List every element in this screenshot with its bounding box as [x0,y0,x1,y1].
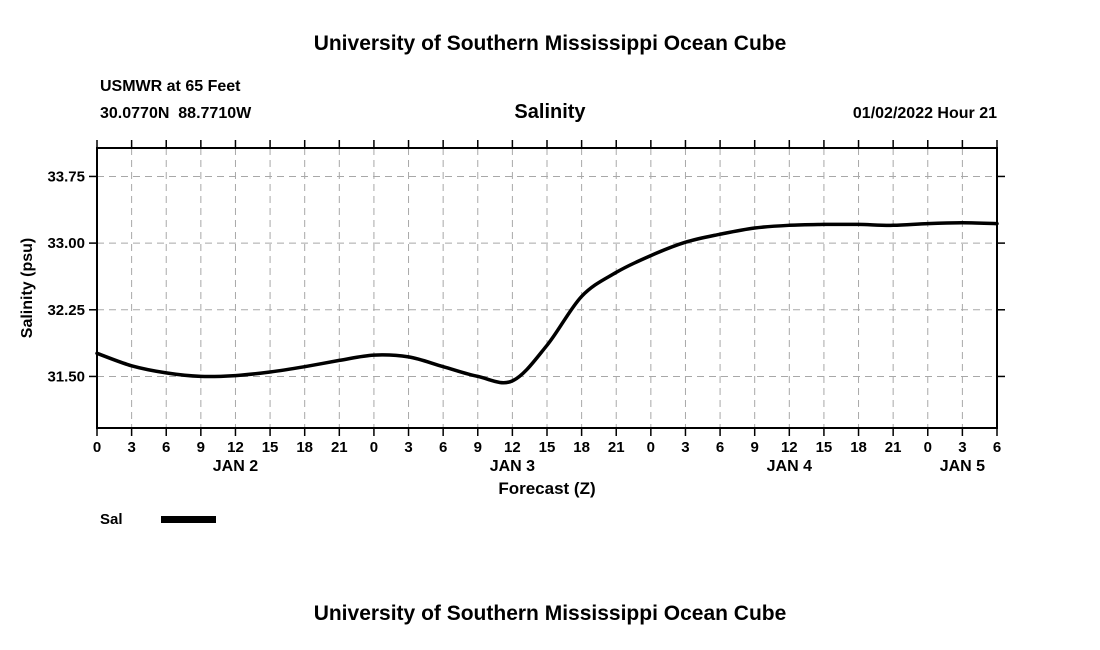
station-label: USMWR at 65 Feet [100,78,241,95]
axis-ticks [89,140,1005,436]
x-tick-label: 3 [958,439,966,456]
x-tick-label: 3 [404,439,412,456]
legend-label: Sal [100,511,123,528]
y-tick-label: 31.50 [47,368,85,385]
y-tick-label: 32.25 [47,302,85,319]
x-tick-label: 21 [608,439,625,456]
datetime-label: 01/02/2022 Hour 21 [852,105,997,122]
x-tick-label: 6 [993,439,1001,456]
x-tick-label: 0 [647,439,655,456]
bottom-title: University of Southern Mississippi Ocean… [313,602,787,625]
x-tick-label: 9 [751,439,759,456]
x-tick-label: 15 [539,439,556,456]
x-tick-label: 0 [370,439,378,456]
x-tick-label: 18 [573,439,590,456]
x-tick-label: 3 [681,439,689,456]
x-tick-label: 6 [162,439,170,456]
x-tick-label: 6 [716,439,724,456]
series-line-sal [95,220,999,385]
x-tick-label: 15 [262,439,279,456]
salinity-line-chart: 0 3 6 9 12 15 18 21 0 3 6 9 12 15 18 21 0 3 6 9 12 15 18 21 0 3 6 3… [47,140,1005,475]
x-tick-label: 9 [474,439,482,456]
day-label: JAN 5 [940,458,985,475]
day-label: JAN 3 [490,458,535,475]
y-tick-label: 33.00 [47,235,85,252]
day-label: JAN 2 [213,458,258,475]
coordinates-label: 30.0770N 88.7710W [100,105,252,122]
x-tick-label: 21 [885,439,902,456]
x-tick-label: 9 [197,439,205,456]
x-tick-label: 15 [816,439,833,456]
x-tick-label: 18 [850,439,867,456]
x-tick-label: 6 [439,439,447,456]
x-tick-label: 0 [924,439,932,456]
x-tick-label: 12 [227,439,244,456]
x-axis-label: Forecast (Z) [498,479,596,498]
gridlines [97,148,997,428]
x-tick-label: 18 [296,439,313,456]
x-tick-label: 3 [127,439,135,456]
legend-line-swatch [161,516,216,523]
y-tick-label: 33.75 [47,168,85,185]
chart-title: Salinity [514,101,586,123]
day-label: JAN 4 [767,458,812,475]
x-tick-label: 0 [93,439,101,456]
x-tick-label: 21 [331,439,348,456]
x-tick-label: 12 [504,439,521,456]
x-tick-label: 12 [781,439,798,456]
top-title: University of Southern Mississippi Ocean… [313,32,787,55]
